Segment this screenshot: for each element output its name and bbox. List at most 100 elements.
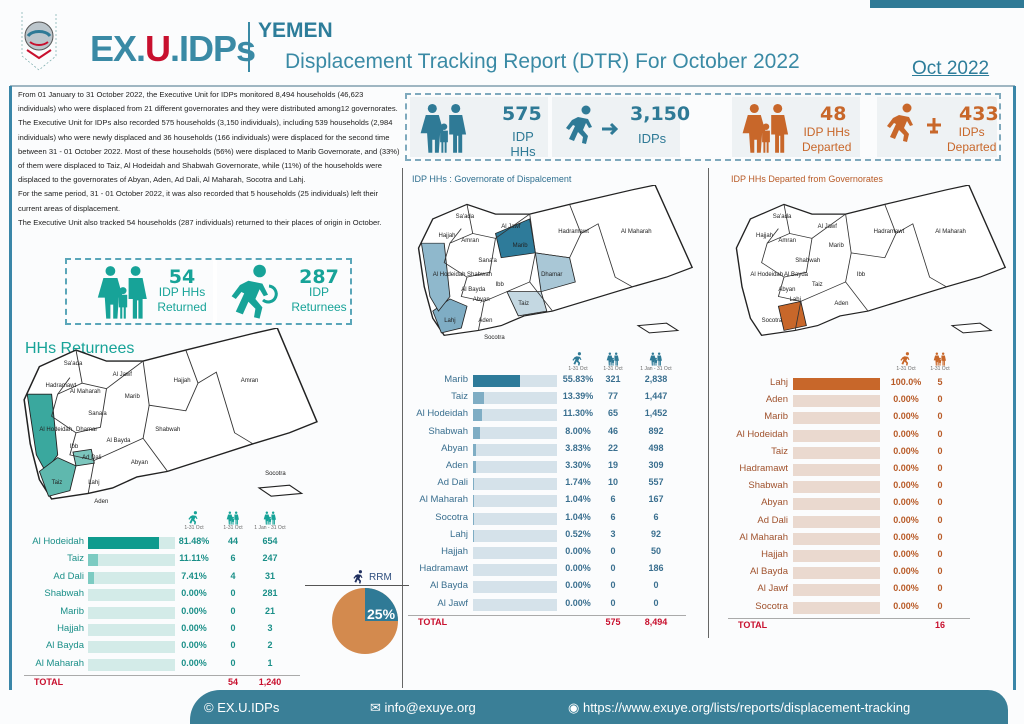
- page-title: Displacement Tracking Report (DTR) For O…: [285, 50, 800, 73]
- region-border: [449, 228, 462, 244]
- row-ytd-value: 31: [264, 570, 275, 581]
- row-bar-fill: [473, 443, 477, 456]
- row-bar: [793, 412, 880, 425]
- row-oct-value: 22: [607, 442, 618, 453]
- row-percent: 1.74%: [565, 477, 591, 488]
- row-bar: [88, 537, 175, 549]
- row-bar: [473, 581, 557, 594]
- row-oct-value: 0: [937, 497, 943, 508]
- row-label: Al Maharah: [739, 531, 788, 543]
- map-label: Hadramawt: [45, 383, 77, 390]
- row-label: Al Maharah: [419, 494, 468, 506]
- row-ytd-value: 1,447: [644, 391, 668, 402]
- region-border: [783, 204, 846, 239]
- departed-idps-card: 433 IDPs Departed: [877, 97, 999, 157]
- map-label: Dhamar: [541, 272, 563, 279]
- departed-hh-label: IDP HHs Departed: [802, 125, 851, 155]
- rrm-header: RRM: [352, 570, 392, 584]
- region-border: [529, 204, 582, 259]
- map-label: Abyan: [778, 286, 796, 293]
- row-label: Hadramawt: [739, 463, 788, 474]
- row-percent: 0.00%: [893, 394, 919, 405]
- family-icon: [606, 352, 620, 366]
- map-label: Ibb: [69, 443, 79, 450]
- row-percent: 11.30%: [562, 408, 594, 419]
- row-oct-value: 46: [607, 425, 618, 436]
- row-percent: 0.00%: [893, 428, 919, 439]
- row-bar: [793, 584, 880, 597]
- column-header: 1-31 Oct: [184, 525, 204, 531]
- row-percent: 0.00%: [893, 463, 919, 473]
- region-abyan: [506, 291, 548, 317]
- row-label: Shabwah: [748, 480, 788, 492]
- row-bar: [473, 478, 557, 491]
- departed-hh-label-line: IDP HHs: [803, 125, 850, 139]
- row-label: Al Jawf: [437, 597, 468, 609]
- row-label: Lahj: [450, 528, 468, 540]
- row-oct-value: 0: [937, 411, 943, 422]
- summary-paragraph: From 01 January to 31 October 2022, the …: [18, 90, 398, 114]
- row-oct-value: 77: [607, 391, 618, 402]
- map-label: Al Jawf: [817, 223, 837, 230]
- row-bar: [793, 515, 880, 528]
- report-date: Oct 2022: [912, 58, 990, 79]
- row-percent: 3.83%: [565, 442, 591, 453]
- globe-icon: ◉: [568, 700, 580, 715]
- row-oct-value: 19: [607, 460, 618, 470]
- rrm-rule: [305, 585, 409, 586]
- row-percent: 1.04%: [565, 494, 591, 505]
- copyright: © EX.U.IDPs: [204, 700, 279, 715]
- total-label: TOTAL: [418, 616, 448, 627]
- email-text[interactable]: info@exuye.org: [384, 700, 476, 715]
- region-border: [197, 371, 254, 445]
- family-icon: [418, 101, 470, 155]
- row-bar: [473, 495, 557, 508]
- region-border: [75, 349, 144, 390]
- region-hodeidah: [420, 242, 451, 312]
- departed-hh-label-line: Departed: [802, 140, 852, 154]
- departed-hh-value: 48: [820, 103, 847, 125]
- website-url[interactable]: https://www.exuye.org/lists/reports/disp…: [582, 700, 911, 715]
- map-label: Hajjah: [756, 233, 774, 240]
- returns-box: 54 IDP HHs Returned 287 IDP Returnees: [65, 258, 352, 325]
- returnees-value: 287: [299, 265, 339, 288]
- column-header: 1-31 Oct: [930, 366, 950, 372]
- row-label: Al Hodeidah: [32, 536, 84, 547]
- column-header: 1 Jan - 31 Oct: [254, 525, 286, 531]
- departed-idps-label: IDPs Departed: [947, 125, 996, 155]
- column-header: 1-31 Oct: [223, 525, 243, 531]
- emblem-logo: [21, 12, 57, 71]
- mail-icon: ✉: [370, 700, 381, 715]
- row-bar-fill: [793, 378, 880, 390]
- map-label: Al Hodeidah: [750, 272, 784, 279]
- website-link[interactable]: ◉ https://www.exuye.org/lists/reports/di…: [568, 700, 910, 716]
- socotra-island: [950, 322, 993, 334]
- row-label: Aden: [765, 394, 788, 406]
- right-border: [1013, 86, 1016, 690]
- departed-idps-label-line: IDPs: [958, 125, 985, 139]
- map-label: Sa'ada: [63, 361, 83, 368]
- region-border: [794, 301, 802, 331]
- email-link[interactable]: ✉ info@exuye.org: [370, 700, 476, 716]
- displacement-map-title: IDP HHs : Governorate of Dispalcement: [412, 174, 572, 184]
- header-rule: [10, 85, 1015, 87]
- stats-box: 575 IDP HHs 3,150 IDPs 48 IDP HHs Departe…: [405, 93, 1001, 161]
- row-oct-value: 0: [937, 480, 943, 491]
- row-ytd-value: 892: [648, 425, 664, 436]
- row-oct-value: 0: [937, 583, 943, 594]
- returnees-title: HHs Returnees: [25, 340, 135, 357]
- row-ytd-value: 3: [267, 623, 273, 633]
- total-rule: [728, 617, 970, 619]
- map-label: Aden: [478, 318, 493, 325]
- row-oct-value: 0: [230, 623, 236, 633]
- map-label: Aden: [834, 301, 849, 308]
- row-percent: 0.00%: [893, 411, 919, 422]
- row-oct-value: 6: [230, 553, 236, 564]
- row-percent: 0.00%: [565, 563, 591, 574]
- row-bar-fill: [473, 426, 480, 439]
- map-label: Amran: [240, 377, 259, 384]
- returning-person-icon: [225, 264, 278, 320]
- row-label: Socotra: [755, 600, 788, 612]
- row-percent: 11.11%: [179, 553, 209, 564]
- row-label: Ad Dali: [437, 477, 468, 489]
